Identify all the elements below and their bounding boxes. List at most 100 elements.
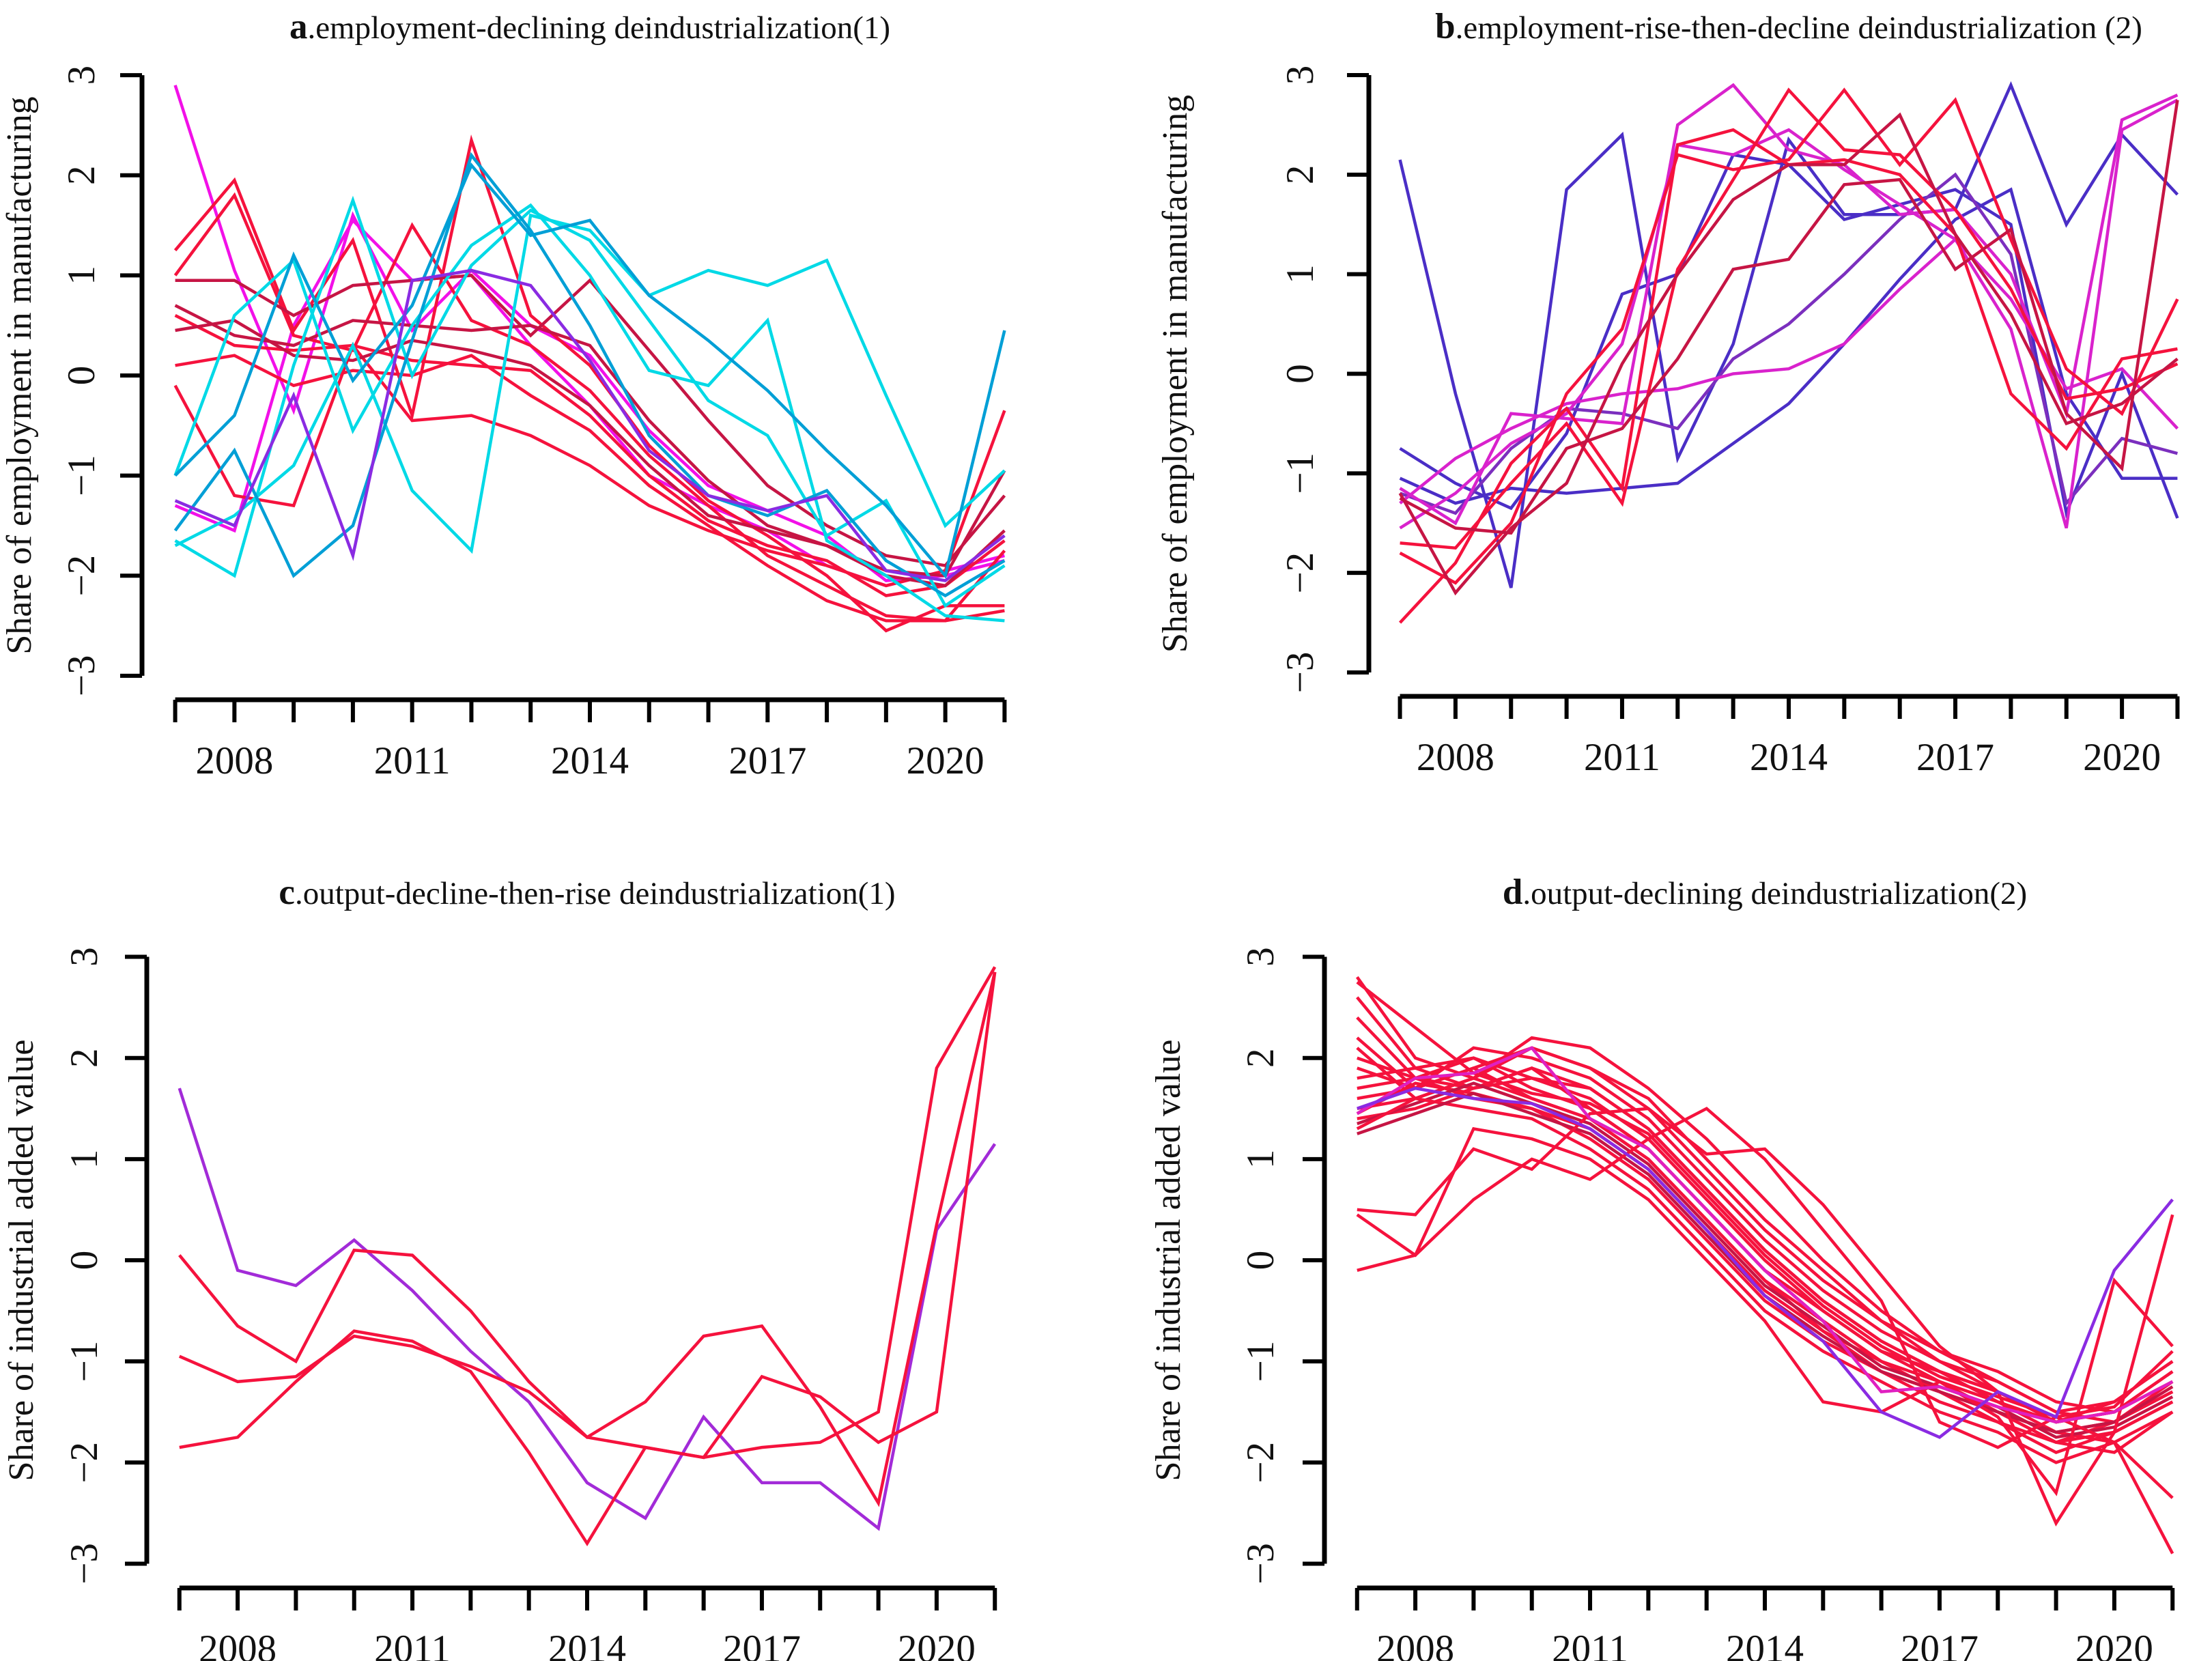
panel-b-chart: −3 −2 −1 0 1 2 3 2008 2011 2014 2017 2020 Share of e… — [1156, 66, 2180, 779]
series-line — [1356, 1096, 2174, 1499]
series-line — [178, 971, 997, 1507]
y-axis-title: Share of industrial added value — [2, 1040, 41, 1481]
series-line — [1357, 1066, 2174, 1424]
panel-d-title-text: .output-declining deindustrialization(2) — [1522, 876, 2028, 911]
series-line — [1357, 1092, 2174, 1434]
y-tick-label: −2 — [1279, 552, 1322, 594]
series-line — [178, 966, 997, 1460]
panel-d: d.output-declining deindustrialization(2… — [1106, 830, 2212, 1661]
x-tick-label: 2014 — [548, 1628, 626, 1661]
y-tick-label: 0 — [1279, 364, 1322, 384]
panel-c-title-letter: c — [279, 872, 295, 912]
y-axis-title: Share of employment in manufacturing — [1156, 95, 1195, 653]
y-tick-label: 2 — [1239, 1048, 1282, 1068]
y-tick-label: −1 — [60, 455, 103, 496]
panel-a: a.employment-declining deindustrializati… — [0, 0, 1106, 831]
x-tick-label: 2020 — [2083, 736, 2161, 779]
y-tick-label: 1 — [1279, 264, 1322, 284]
x-tick-label: 2020 — [907, 739, 984, 782]
series-line — [173, 203, 1005, 623]
series-line — [1399, 98, 2179, 530]
series-line — [1400, 87, 2179, 550]
x-tick-label: 2017 — [723, 1628, 801, 1661]
series-line — [1399, 83, 2179, 526]
series-line — [179, 971, 997, 1547]
y-axis-title: Share of employment in manufacturing — [0, 96, 39, 654]
x-tick-label: 2008 — [195, 739, 273, 782]
series-line — [1357, 1066, 2174, 1424]
series-line — [174, 268, 1006, 582]
series-line — [173, 192, 1006, 623]
panel-d-title: d.output-declining deindustrialization(2… — [1324, 872, 2205, 912]
series-line — [174, 313, 1006, 597]
series-line — [173, 162, 1006, 580]
panel-b-title-text: .employment-rise-then-decline deindustri… — [1455, 10, 2142, 46]
series-line — [173, 85, 1005, 582]
y-tick-label: 1 — [60, 266, 103, 285]
y-tick-label: 3 — [60, 66, 103, 85]
panel-a-title-text: .employment-declining deindustrializatio… — [307, 10, 891, 46]
x-tick-label: 2008 — [1417, 736, 1494, 779]
series-line — [1357, 1076, 2174, 1454]
panel-c-title-text: .output-decline-then-rise deindustrializ… — [294, 876, 896, 911]
series-line — [1357, 1107, 2174, 1527]
series-line — [1398, 81, 2179, 588]
series-line — [1356, 980, 2174, 1419]
y-tick-label: 0 — [63, 1251, 106, 1270]
x-tick-label: 2011 — [1552, 1628, 1628, 1661]
x-tick-label: 2008 — [1376, 1628, 1454, 1661]
y-tick-label: −1 — [1279, 453, 1322, 494]
x-tick-label: 2011 — [374, 739, 451, 782]
series-line — [173, 152, 1006, 598]
panel-b: b.employment-rise-then-decline deindustr… — [1106, 0, 2212, 831]
series-line — [1357, 1046, 2174, 1424]
y-tick-label: 3 — [63, 947, 106, 967]
x-tick-label: 2017 — [1916, 736, 1994, 779]
y-tick-label: 0 — [1239, 1251, 1282, 1270]
x-tick-label: 2017 — [728, 739, 806, 782]
panel-a-title-letter: a — [289, 7, 308, 46]
y-tick-label: −2 — [60, 555, 103, 597]
x-tick-label: 2020 — [2075, 1628, 2153, 1661]
x-tick-label: 2011 — [374, 1628, 451, 1661]
series-line — [1356, 1081, 2174, 1454]
panel-a-title: a.employment-declining deindustrializati… — [142, 7, 1038, 46]
y-tick-label: 2 — [1279, 165, 1322, 184]
y-tick-label: −1 — [63, 1341, 106, 1382]
y-tick-label: −3 — [1239, 1543, 1282, 1585]
series-line — [1399, 87, 2179, 585]
y-tick-label: −2 — [63, 1442, 106, 1483]
panel-a-chart: −3 −2 −1 0 1 2 3 2008 2011 2014 2017 2020 Share of e… — [0, 66, 1007, 782]
y-tick-label: 1 — [1239, 1150, 1282, 1169]
series-line — [178, 1088, 997, 1531]
panel-c-chart: −3 −2 −1 0 1 2 3 2008 2011 2014 2017 2020 Share of i… — [2, 947, 997, 1661]
y-tick-label: −3 — [63, 1543, 106, 1585]
panel-c-title: c.output-decline-then-rise deindustriali… — [147, 872, 1027, 912]
panel-b-title-letter: b — [1435, 7, 1456, 46]
x-tick-label: 2011 — [1584, 736, 1660, 779]
x-tick-label: 2014 — [1726, 1628, 1804, 1661]
x-tick-label: 2020 — [898, 1628, 976, 1661]
y-tick-label: −3 — [60, 655, 103, 696]
series-line — [1399, 100, 2179, 535]
series-line — [1357, 1126, 2174, 1496]
y-tick-label: 2 — [63, 1048, 106, 1068]
y-tick-label: 0 — [60, 366, 103, 386]
series-line — [1357, 1086, 2174, 1439]
series-line — [174, 213, 1006, 554]
y-tick-label: 1 — [63, 1150, 106, 1169]
series-line — [174, 195, 1006, 608]
y-tick-label: 3 — [1239, 947, 1282, 967]
series-line — [1399, 172, 2178, 515]
x-tick-label: 2014 — [1750, 736, 1828, 779]
y-tick-label: −1 — [1239, 1341, 1282, 1382]
y-tick-label: 2 — [60, 166, 103, 186]
y-tick-label: −3 — [1279, 652, 1322, 694]
series-line — [1357, 1046, 2174, 1414]
panel-c: c.output-decline-then-rise deindustriali… — [0, 830, 1106, 1661]
y-axis-title: Share of industrial added value — [1149, 1040, 1188, 1481]
panel-d-title-letter: d — [1502, 872, 1523, 912]
series-line — [1356, 1107, 2174, 1554]
x-tick-label: 2008 — [199, 1628, 276, 1661]
